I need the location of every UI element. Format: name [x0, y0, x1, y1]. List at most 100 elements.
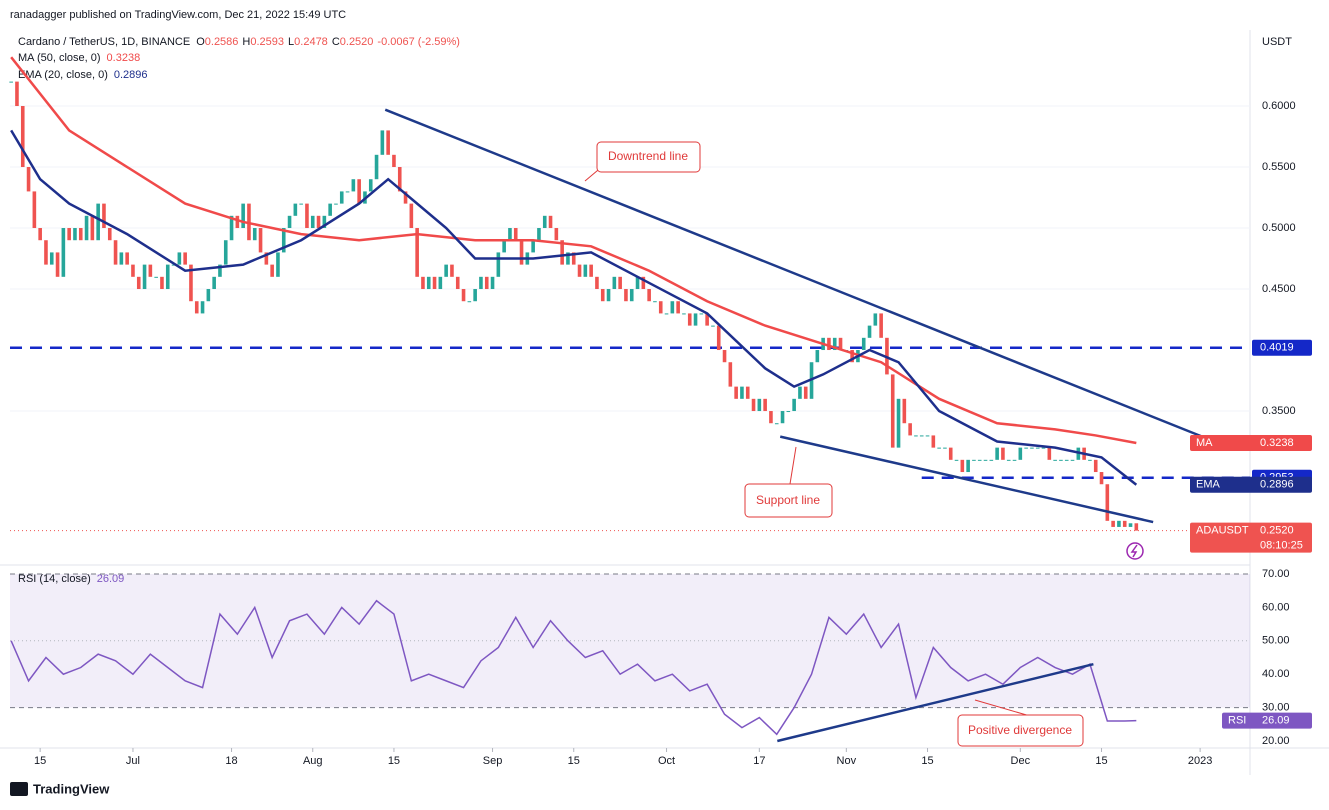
candle: [502, 240, 506, 253]
candle: [218, 264, 222, 277]
y-tick-label: 20.00: [1262, 735, 1290, 747]
candle: [931, 435, 936, 448]
candle: [55, 252, 60, 277]
candle: [142, 264, 147, 290]
price-label-value: 0.2896: [1260, 479, 1294, 491]
candle: [966, 459, 970, 473]
candle: [293, 203, 298, 216]
indicator-line: [10, 56, 1137, 445]
candle: [1024, 447, 1028, 449]
candle: [496, 252, 501, 277]
candle: [131, 264, 135, 277]
candle: [432, 276, 437, 290]
legend-ema: EMA (20, close, 0) 0.2896: [18, 69, 148, 81]
candle: [415, 228, 419, 277]
ohlc-value: 0.2586: [205, 36, 239, 48]
candle: [113, 240, 118, 265]
candle: [861, 337, 866, 351]
candle: [206, 289, 211, 302]
candle: [902, 398, 907, 424]
candle: [1088, 459, 1092, 461]
y-tick-label: 0.4500: [1262, 283, 1296, 295]
alert-bolt: [1130, 544, 1138, 558]
candle: [687, 313, 692, 326]
x-tick-label: Sep: [483, 755, 503, 767]
candle: [798, 386, 802, 399]
y-tick-label: 70.00: [1262, 568, 1290, 580]
candle: [763, 398, 767, 412]
candle: [473, 289, 477, 302]
candle: [1064, 459, 1069, 461]
candle: [774, 423, 779, 425]
candle: [977, 459, 982, 461]
candle: [490, 276, 495, 290]
candle: [107, 228, 112, 241]
candle: [479, 276, 483, 290]
candle: [937, 447, 941, 449]
legend-name: RSI (14, close): [18, 573, 91, 585]
candle: [1047, 447, 1052, 460]
candle: [38, 228, 42, 241]
x-tick-label: Oct: [658, 755, 675, 767]
trend-line: [777, 662, 1094, 743]
candle: [287, 215, 292, 229]
candle: [351, 179, 356, 192]
candle: [653, 301, 657, 303]
candle: [1053, 459, 1057, 461]
price-label-box: [1190, 434, 1312, 451]
candle: [281, 228, 286, 253]
candle: [722, 350, 727, 363]
candle: [154, 276, 158, 278]
candle: [751, 398, 756, 412]
alert-icon[interactable]: [1126, 542, 1144, 560]
x-tick-label: 15: [921, 755, 933, 767]
price-label-box: [1252, 339, 1312, 356]
plot: 0.6000 0.5500 0.5000 0.4500 0.3500 0.4019 MA 0.…: [9, 56, 1312, 767]
candle: [136, 276, 141, 290]
candle: [264, 252, 269, 265]
price-label-value: 0.4019: [1260, 342, 1294, 354]
x-tick-label: 15: [34, 755, 46, 767]
x-tick-label: 2023: [1188, 755, 1212, 767]
candle: [792, 398, 796, 412]
candle: [832, 337, 837, 351]
candle: [664, 313, 669, 315]
candle: [542, 215, 547, 229]
candle: [943, 447, 947, 449]
candle: [125, 252, 129, 265]
candle: [84, 215, 89, 241]
candle: [827, 337, 831, 351]
candle: [908, 423, 912, 436]
candle: [223, 240, 228, 265]
candle: [1099, 472, 1104, 485]
legend-name: MA (50, close, 0): [18, 52, 101, 64]
logo: [10, 782, 28, 796]
candle: [455, 276, 460, 290]
candle: [919, 435, 924, 437]
callout-box: [957, 714, 1084, 747]
legend-value: 0.2896: [114, 69, 148, 81]
price-label-tag: EMA: [1196, 479, 1221, 491]
ohlc-key: O: [196, 36, 205, 48]
candle: [682, 313, 686, 315]
candle: [612, 276, 617, 290]
candle: [740, 386, 744, 399]
y-tick-label: 0.6000: [1262, 100, 1296, 112]
trend-line: [384, 108, 1206, 440]
candle: [212, 276, 216, 290]
candle: [624, 289, 628, 302]
candle: [200, 301, 205, 314]
y-tick-label: 0.3500: [1262, 405, 1296, 417]
trend-line: [779, 435, 1154, 524]
candle: [745, 386, 750, 399]
candle: [1070, 459, 1075, 461]
candle: [595, 276, 599, 290]
callout-box: [596, 141, 701, 173]
ohlc-value: 0.2593: [250, 36, 284, 48]
x-tick-label: Nov: [837, 755, 857, 767]
candle: [896, 398, 901, 448]
candle: [954, 459, 959, 461]
price-label-box: [1190, 476, 1312, 493]
candle: [467, 301, 472, 303]
